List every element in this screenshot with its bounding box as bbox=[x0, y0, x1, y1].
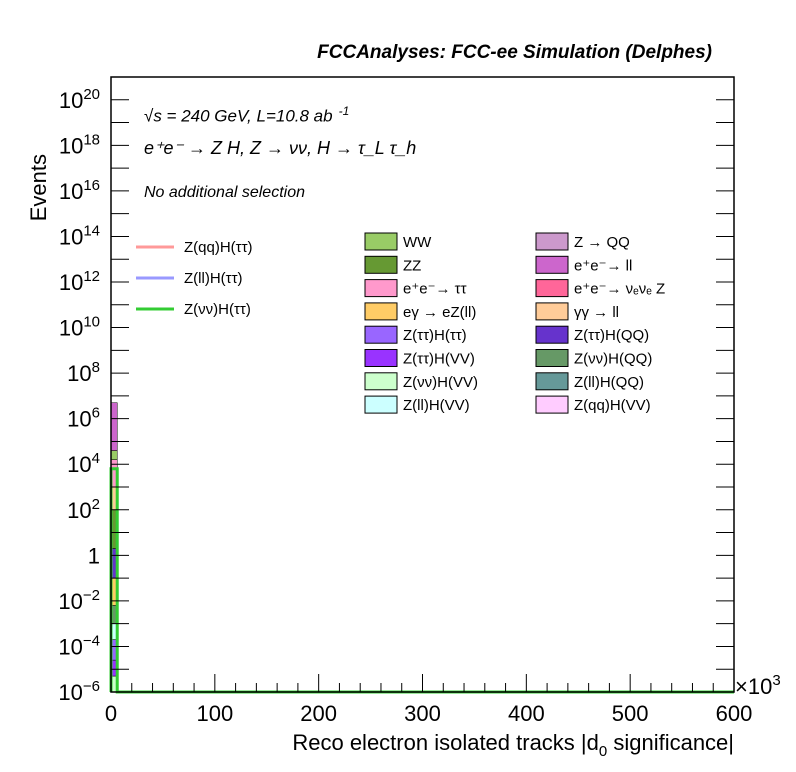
legend-box-label: Z(ττ)H(VV) bbox=[403, 351, 475, 368]
legend-color-box bbox=[535, 302, 569, 321]
chart-title: FCCAnalyses: FCC-ee Simulation (Delphes) bbox=[317, 42, 712, 63]
signal-line bbox=[109, 467, 734, 694]
y-tick-label: 10−2 bbox=[58, 587, 100, 614]
x-tick-label: 400 bbox=[508, 701, 545, 726]
legend-box-label: e⁺e⁻→ ττ bbox=[403, 281, 467, 298]
legend-box-label: Z(νν)H(VV) bbox=[403, 374, 478, 391]
legend-color-box bbox=[535, 232, 569, 251]
legend-color-box bbox=[535, 395, 569, 414]
y-tick-label: 1014 bbox=[59, 222, 100, 249]
y-axis: 10−6 10−4 10−2 1 102 104 106 108 1010 1012 1014 101… bbox=[58, 76, 734, 705]
y-tick-label: 104 bbox=[67, 450, 100, 477]
x-tick-label: 100 bbox=[196, 701, 233, 726]
y-axis-label: Events bbox=[26, 154, 51, 221]
stack-bar bbox=[110, 402, 118, 451]
y-tick-label: 1018 bbox=[59, 131, 100, 158]
x-tick-label: 500 bbox=[612, 701, 649, 726]
legend-box-label: Z(ll)H(VV) bbox=[403, 397, 470, 414]
legend-box-label: Z → QQ bbox=[574, 234, 630, 251]
y-tick-label: 102 bbox=[67, 496, 100, 523]
x-tick-label: 300 bbox=[404, 701, 441, 726]
signal-histograms bbox=[109, 467, 734, 694]
legend-box-label: eγ → eZ(ll) bbox=[403, 304, 476, 321]
legend-box-label: WW bbox=[403, 234, 432, 251]
luminosity-exponent: -1 bbox=[338, 104, 350, 118]
x-axis: 0 100 200 300 400 500 600 bbox=[105, 674, 752, 726]
x-axis-multiplier: ×103 bbox=[735, 672, 781, 699]
legend-color-box bbox=[364, 372, 398, 391]
legend-line-label: Z(qq)H(ττ) bbox=[184, 239, 253, 256]
legend-box-label: ZZ bbox=[403, 257, 421, 274]
legend-line-label: Z(ll)H(ττ) bbox=[184, 270, 243, 287]
legend-line-label: Z(νν)H(ττ) bbox=[184, 301, 251, 318]
legend-box-label: e⁺e⁻→ νₑνₑ Z bbox=[574, 281, 665, 298]
legend-color-box bbox=[364, 349, 398, 367]
legend-color-box bbox=[364, 255, 398, 274]
legend-box-label: Z(ll)H(QQ) bbox=[574, 374, 644, 391]
legend-color-box bbox=[364, 279, 398, 298]
x-axis-label: Reco electron isolated tracks |d0 signif… bbox=[292, 730, 734, 760]
x-tick-label: 200 bbox=[300, 701, 337, 726]
y-tick-label: 1012 bbox=[59, 268, 100, 295]
legend-color-box bbox=[535, 325, 569, 344]
y-tick-label: 1016 bbox=[59, 177, 100, 204]
y-tick-label: 108 bbox=[67, 359, 100, 386]
legend-color-box bbox=[535, 279, 569, 298]
legend-box-label: e⁺e⁻→ ll bbox=[574, 257, 632, 274]
y-tick-label: 1020 bbox=[59, 86, 100, 113]
legend-box-label: Z(qq)H(VV) bbox=[574, 397, 651, 414]
legend-color-box bbox=[535, 255, 569, 274]
background-legend: WW ZZ e⁺e⁻→ ττ eγ → eZ(ll) Z(ττ)H(ττ) Z(ττ)H(… bbox=[364, 232, 665, 414]
x-tick-label: 0 bbox=[105, 701, 117, 726]
selection-label: No additional selection bbox=[144, 184, 305, 201]
legend-box-label: Z(ττ)H(ττ) bbox=[403, 327, 467, 344]
legend-box-label: Z(ττ)H(QQ) bbox=[574, 327, 649, 344]
legend-color-box bbox=[364, 302, 398, 321]
legend-color-box bbox=[535, 372, 569, 391]
y-tick-label: 106 bbox=[67, 405, 100, 432]
x-tick-label: 600 bbox=[716, 701, 753, 726]
y-tick-label: 1010 bbox=[59, 314, 100, 341]
y-tick-label: 10−4 bbox=[58, 632, 100, 659]
legend-box-label: Z(νν)H(QQ) bbox=[574, 351, 652, 368]
energy-luminosity-label: √s = 240 GeV, L=10.8 ab -1 bbox=[144, 104, 350, 126]
stack-bar bbox=[110, 450, 118, 460]
legend-box-label: γγ → ll bbox=[574, 304, 619, 321]
y-tick-label: 10−6 bbox=[58, 678, 100, 705]
signal-legend: Z(qq)H(ττ) Z(ll)H(ττ) Z(νν)H(ττ) bbox=[136, 239, 253, 318]
y-tick-label: 1 bbox=[88, 543, 100, 568]
legend-color-box bbox=[364, 395, 398, 414]
process-label: e⁺e⁻ → Z H, Z → νν, H → τ_L τ_h bbox=[144, 138, 417, 158]
legend-color-box bbox=[535, 349, 569, 367]
legend-color-box bbox=[364, 232, 398, 251]
legend-color-box bbox=[364, 325, 398, 344]
